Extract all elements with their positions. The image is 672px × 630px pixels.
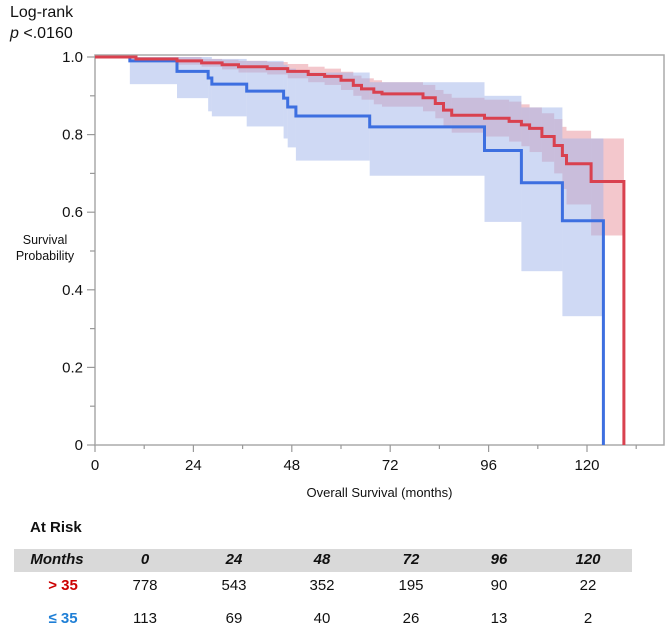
at-risk-count: 22 [579, 577, 597, 594]
survival-chart: 0 24 48 72 96 120 0 0.2 0.4 0.6 0.8 1.0 Overall Surv… [62, 49, 665, 500]
at-risk-count: 543 [221, 577, 247, 594]
group-label: > 35 [48, 577, 78, 594]
months-header: Months [30, 551, 84, 568]
x-tick-label: 24 [185, 457, 202, 474]
y-tick-label: 0.2 [62, 359, 83, 376]
at-risk-count: 90 [490, 577, 508, 594]
group-label: ≤ 35 [48, 610, 78, 627]
at-risk-count: 13 [490, 610, 508, 627]
at-risk-title: At Risk [30, 519, 82, 536]
survival-curve-gt35 [95, 55, 626, 445]
y-axis-label: Survival Probability [0, 232, 90, 264]
at-risk-count: 352 [309, 577, 335, 594]
y-tick-label: 0.4 [62, 282, 83, 299]
month-column-header: 72 [402, 551, 420, 568]
log-rank-label: Log-rank [10, 4, 74, 21]
at-risk-count: 778 [132, 577, 158, 594]
at-risk-count: 26 [402, 610, 420, 627]
p-value-label: p <.0160 [10, 25, 73, 43]
survival-curve-le35 [95, 55, 605, 445]
ci-band-segment [246, 60, 284, 127]
month-column-header: 0 [140, 551, 150, 568]
ci-band-segment [208, 57, 212, 112]
x-tick-label: 96 [480, 457, 497, 474]
month-column-header: 96 [490, 551, 508, 568]
y-axis-label-line2: Probability [15, 249, 75, 263]
plot-frame [94, 54, 665, 446]
at-risk-count: 2 [583, 610, 593, 627]
x-axis-label: Overall Survival (months) [307, 485, 453, 500]
x-tick-label: 0 [91, 457, 99, 474]
ci-band-segment [562, 138, 604, 317]
y-tick-label: 0.6 [62, 204, 83, 221]
p-value: <.0160 [23, 25, 73, 42]
month-column-header: 48 [313, 551, 331, 568]
at-risk-count: 40 [313, 610, 331, 627]
ci-band-segment [283, 64, 288, 139]
at-risk-header-band [14, 549, 632, 572]
x-tick-label: 72 [382, 457, 399, 474]
p-symbol: p [10, 25, 19, 42]
ci-band-segment [484, 95, 522, 222]
x-tick-label: 48 [283, 457, 300, 474]
x-tick-label: 120 [574, 457, 599, 474]
y-tick-label: 0 [75, 437, 83, 454]
y-tick-label: 0.8 [62, 127, 83, 144]
at-risk-count: 195 [398, 577, 424, 594]
at-risk-count: 113 [133, 610, 157, 627]
month-column-header: 120 [575, 551, 601, 568]
y-axis-label-line1: Survival [22, 233, 68, 247]
month-column-header: 24 [225, 551, 243, 568]
y-tick-label: 1.0 [62, 49, 83, 66]
at-risk-count: 69 [225, 610, 243, 627]
ci-band-segment [211, 58, 247, 117]
